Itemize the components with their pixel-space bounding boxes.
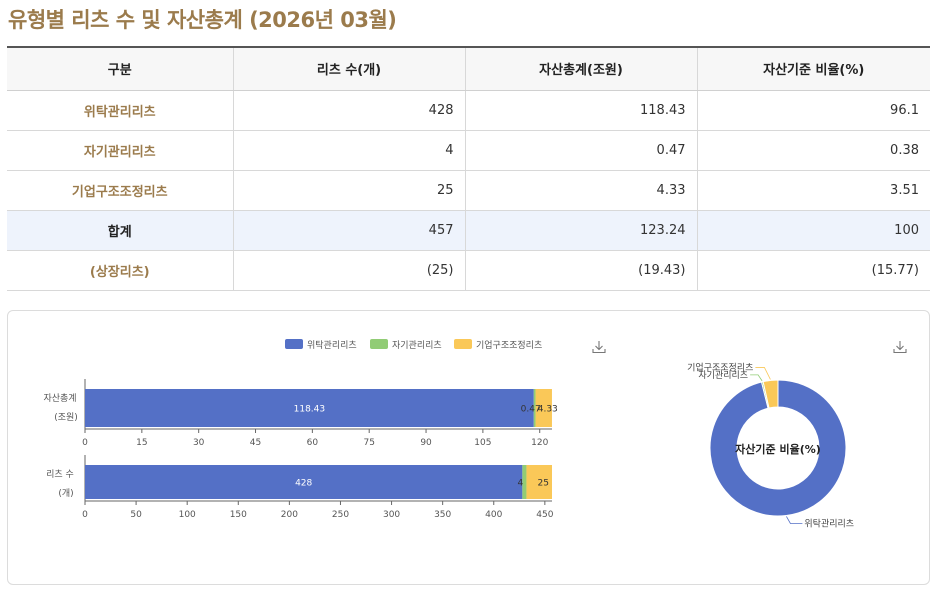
bar-segment bbox=[85, 465, 523, 499]
slice-label: 위탁관리리츠 bbox=[804, 517, 854, 529]
pie-slice bbox=[709, 379, 847, 517]
header-category: 구분 bbox=[7, 47, 234, 91]
download-icon[interactable] bbox=[892, 339, 908, 355]
bar-data-label: 4 bbox=[518, 479, 524, 489]
row-ratio: (15.77) bbox=[697, 250, 930, 291]
x-tick-label: 400 bbox=[485, 510, 502, 520]
row-ratio: 100 bbox=[697, 210, 930, 251]
row-assets: 0.47 bbox=[465, 130, 698, 171]
legend-label: 위탁관리리츠 bbox=[307, 339, 357, 351]
x-tick-label: 30 bbox=[193, 438, 205, 448]
bar-data-label: 0.47 bbox=[521, 405, 541, 415]
table-row: 기업구조조정리츠 25 4.33 3.51 bbox=[7, 170, 930, 211]
slice-leader-line bbox=[755, 367, 771, 380]
row-label: 합계 bbox=[7, 210, 234, 251]
row-count: 428 bbox=[233, 90, 466, 131]
x-tick-label: 150 bbox=[230, 510, 247, 520]
x-tick-label: 60 bbox=[307, 438, 319, 448]
bar-segment bbox=[522, 465, 527, 499]
bar-data-label: 4.33 bbox=[538, 405, 558, 415]
row-label: 기업구조조정리츠 bbox=[7, 170, 234, 211]
chart-panel: 위탁관리리츠 자기관리리츠 기업구조조정리츠 자산총계 (조원) 0 15 30 45 60 75 9… bbox=[7, 310, 930, 585]
y-category-label: (개) bbox=[58, 488, 73, 499]
slice-leader-line bbox=[786, 516, 803, 524]
legend-item[interactable]: 기업구조조정리츠 bbox=[454, 339, 542, 351]
table-row: 위탁관리리츠 428 118.43 96.1 bbox=[7, 90, 930, 131]
header-assets: 자산총계(조원) bbox=[465, 47, 698, 91]
donut-center-label: 자산기준 비율(%) bbox=[735, 442, 821, 456]
legend-label: 기업구조조정리츠 bbox=[476, 340, 542, 351]
row-label: 위탁관리리츠 bbox=[7, 90, 234, 131]
x-tick-label: 75 bbox=[363, 438, 374, 448]
table-row: 자기관리리츠 4 0.47 0.38 bbox=[7, 130, 930, 171]
x-tick-label: 100 bbox=[179, 510, 196, 520]
row-assets: 118.43 bbox=[465, 90, 698, 131]
table-header-row: 구분 리츠 수(개) 자산총계(조원) 자산기준 비율(%) bbox=[7, 47, 930, 91]
x-tick-label: 450 bbox=[536, 510, 553, 520]
download-icon-glyph bbox=[893, 341, 907, 354]
slice-label: 자기관리리츠 bbox=[698, 370, 748, 381]
bar-data-label: 118.43 bbox=[294, 405, 326, 415]
bar-panel: 자산총계 (조원) 0 15 30 45 60 75 90 105 120 118.43 0.474.3… bbox=[43, 379, 558, 448]
x-tick-label: 0 bbox=[82, 510, 88, 520]
row-count: 457 bbox=[233, 210, 466, 251]
download-icon[interactable] bbox=[591, 339, 607, 355]
legend-label: 자기관리리츠 bbox=[392, 340, 442, 351]
x-tick-label: 300 bbox=[383, 510, 400, 520]
x-tick-label: 200 bbox=[281, 510, 298, 520]
bar-data-label: 25 bbox=[537, 479, 548, 489]
x-tick-label: 350 bbox=[434, 510, 451, 520]
x-tick-label: 50 bbox=[130, 510, 142, 520]
bar-segment bbox=[85, 389, 534, 427]
row-assets: 4.33 bbox=[465, 170, 698, 211]
table-row-total: 합계 457 123.24 100 bbox=[7, 210, 930, 251]
x-tick-label: 120 bbox=[531, 438, 548, 448]
pie-slice bbox=[762, 379, 779, 409]
row-count: (25) bbox=[233, 250, 466, 291]
bar-panel: 리츠 수 (개) 0 50 100 150 200 250 300 350 400 450 428 4 25 bbox=[46, 455, 554, 520]
row-label: 자기관리리츠 bbox=[7, 130, 234, 171]
x-tick-label: 15 bbox=[136, 438, 147, 448]
row-label: (상장리츠) bbox=[7, 250, 234, 291]
bar-segment bbox=[526, 465, 552, 499]
x-tick-label: 105 bbox=[474, 438, 491, 448]
row-count: 25 bbox=[233, 170, 466, 211]
legend-swatch bbox=[285, 339, 303, 349]
row-ratio: 3.51 bbox=[697, 170, 930, 211]
y-category-label: 리츠 수 bbox=[46, 469, 74, 480]
x-tick-label: 45 bbox=[250, 438, 261, 448]
bar-segment bbox=[533, 389, 536, 427]
header-count: 리츠 수(개) bbox=[233, 47, 466, 91]
row-assets: (19.43) bbox=[465, 250, 698, 291]
row-count: 4 bbox=[233, 130, 466, 171]
y-category-label: (조원) bbox=[54, 412, 78, 423]
y-category-label: 자산총계 bbox=[43, 392, 76, 404]
row-ratio: 96.1 bbox=[697, 90, 930, 131]
slice-label: 기업구조조정리츠 bbox=[687, 362, 753, 373]
legend-item[interactable]: 자기관리리츠 bbox=[370, 339, 442, 351]
slice-leader-line bbox=[750, 374, 763, 382]
table-row-listed: (상장리츠) (25) (19.43) (15.77) bbox=[7, 250, 930, 291]
download-icon-glyph bbox=[592, 341, 606, 354]
header-ratio: 자산기준 비율(%) bbox=[697, 47, 930, 91]
x-tick-label: 250 bbox=[332, 510, 349, 520]
row-ratio: 0.38 bbox=[697, 130, 930, 171]
legend-swatch bbox=[454, 339, 472, 349]
page-title: 유형별 리츠 수 및 자산총계 (2026년 03월) bbox=[8, 8, 397, 32]
bar-data-label: 428 bbox=[295, 479, 312, 489]
legend-swatch bbox=[370, 339, 388, 349]
x-tick-label: 90 bbox=[420, 438, 432, 448]
x-tick-label: 0 bbox=[82, 438, 88, 448]
bar-segment bbox=[535, 389, 552, 427]
summary-table: 구분 리츠 수(개) 자산총계(조원) 자산기준 비율(%) 위탁관리리츠 42… bbox=[7, 46, 930, 291]
row-assets: 123.24 bbox=[465, 210, 698, 251]
legend-item[interactable]: 위탁관리리츠 bbox=[285, 339, 357, 351]
